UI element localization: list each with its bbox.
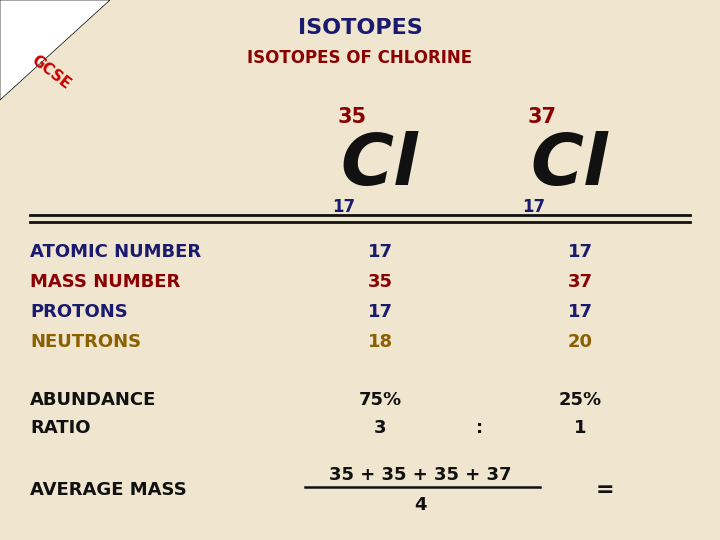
Text: ISOTOPES: ISOTOPES <box>297 18 423 38</box>
Text: Cl: Cl <box>340 131 418 199</box>
Text: AVERAGE MASS: AVERAGE MASS <box>30 481 186 499</box>
Text: 18: 18 <box>367 333 392 351</box>
Text: NEUTRONS: NEUTRONS <box>30 333 141 351</box>
Text: Cl: Cl <box>530 131 608 199</box>
Text: 35: 35 <box>338 107 367 127</box>
Text: 17: 17 <box>522 198 545 216</box>
Text: PROTONS: PROTONS <box>30 303 127 321</box>
Text: 35: 35 <box>367 273 392 291</box>
Text: ATOMIC NUMBER: ATOMIC NUMBER <box>30 243 201 261</box>
Text: 1: 1 <box>574 419 586 437</box>
Text: ABUNDANCE: ABUNDANCE <box>30 391 156 409</box>
Text: ISOTOPES OF CHLORINE: ISOTOPES OF CHLORINE <box>248 49 472 67</box>
Text: 25%: 25% <box>559 391 602 409</box>
Text: 17: 17 <box>367 243 392 261</box>
Text: 17: 17 <box>567 303 593 321</box>
Text: 4: 4 <box>414 496 426 514</box>
Text: =: = <box>595 480 614 500</box>
Text: 37: 37 <box>528 107 557 127</box>
Text: 35 + 35 + 35 + 37: 35 + 35 + 35 + 37 <box>329 466 511 484</box>
Text: MASS NUMBER: MASS NUMBER <box>30 273 180 291</box>
Text: 37: 37 <box>567 273 593 291</box>
Text: 20: 20 <box>567 333 593 351</box>
Text: :: : <box>477 419 484 437</box>
Text: 17: 17 <box>367 303 392 321</box>
Text: RATIO: RATIO <box>30 419 91 437</box>
Text: 3: 3 <box>374 419 386 437</box>
Text: 75%: 75% <box>359 391 402 409</box>
Polygon shape <box>0 0 110 100</box>
Text: GCSE: GCSE <box>28 52 73 92</box>
Text: 17: 17 <box>332 198 355 216</box>
Text: 17: 17 <box>567 243 593 261</box>
